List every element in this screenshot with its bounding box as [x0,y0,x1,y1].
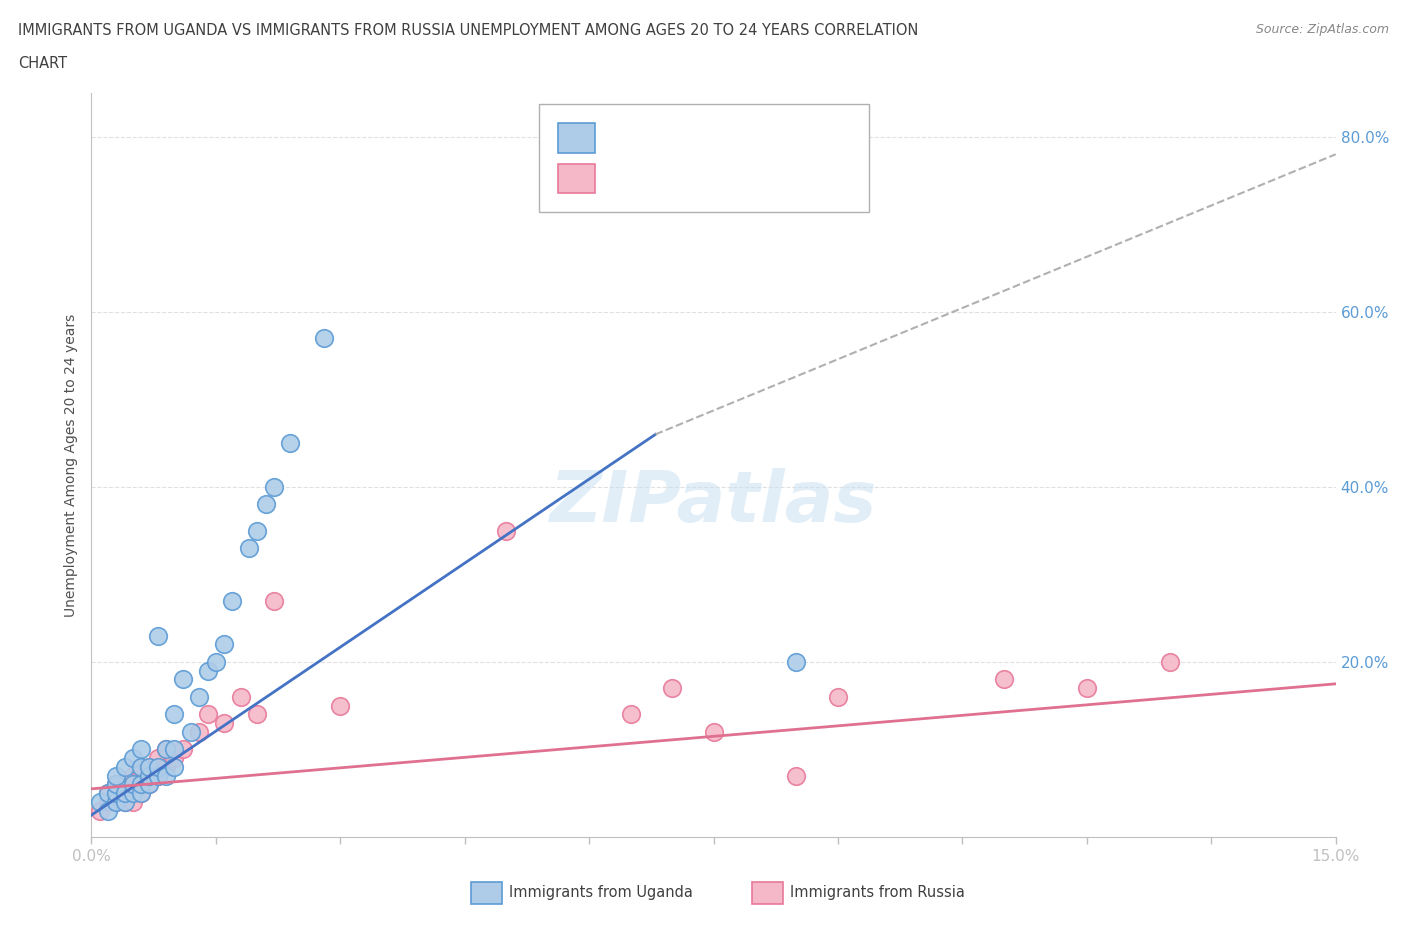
Point [114,794,136,809]
Point [129,768,152,783]
Point [121,794,145,809]
Point [280,435,302,450]
Point [661,681,683,696]
Point [163,760,186,775]
Point [105,768,128,783]
Point [329,698,352,713]
Point [114,794,136,809]
Point [129,760,152,775]
Point [155,742,177,757]
Point [105,786,128,801]
Point [97,786,120,801]
Point [312,331,335,346]
Point [121,751,145,765]
Point [97,794,120,809]
Point [146,629,169,644]
Point [89,794,111,809]
Point [1159,655,1181,670]
Point [197,707,219,722]
Point [188,689,211,704]
Point [205,655,228,670]
Text: R = 0.198: R = 0.198 [612,169,688,184]
Point [163,707,186,722]
Point [246,707,269,722]
Point [129,777,152,792]
Point [138,760,160,775]
Point [254,497,277,512]
Point [105,777,128,792]
FancyBboxPatch shape [540,104,869,212]
Text: Immigrants from Russia: Immigrants from Russia [790,885,965,900]
Point [138,760,160,775]
Point [97,786,120,801]
Text: CHART: CHART [18,56,67,71]
Point [146,751,169,765]
Point [97,804,120,818]
Point [138,777,160,792]
Point [138,768,160,783]
FancyBboxPatch shape [558,164,595,193]
Point [180,724,202,739]
Point [238,540,260,555]
Point [263,480,285,495]
Point [89,804,111,818]
Point [155,760,177,775]
Point [163,751,186,765]
Point [785,655,807,670]
Point [155,768,177,783]
Text: Source: ZipAtlas.com: Source: ZipAtlas.com [1256,23,1389,36]
Point [121,786,145,801]
Point [229,689,252,704]
Point [121,777,145,792]
Point [163,742,186,757]
Y-axis label: Unemployment Among Ages 20 to 24 years: Unemployment Among Ages 20 to 24 years [65,313,79,617]
Point [155,742,177,757]
Point [246,524,269,538]
Point [146,768,169,783]
Point [121,768,145,783]
Point [105,794,128,809]
Point [212,716,235,731]
Point [129,786,152,801]
Point [212,637,235,652]
Point [702,724,725,739]
Point [138,777,160,792]
Point [197,663,219,678]
Text: R = 0.435: R = 0.435 [612,128,688,143]
Point [114,777,136,792]
Point [188,724,211,739]
Point [105,777,128,792]
Point [129,760,152,775]
Point [105,794,128,809]
Point [263,593,285,608]
Point [221,593,243,608]
Text: N = 31: N = 31 [745,169,801,184]
Point [129,742,152,757]
Text: N = 42: N = 42 [745,128,801,143]
Point [121,777,145,792]
Point [114,786,136,801]
Point [827,689,849,704]
Text: ZIPatlas: ZIPatlas [550,468,877,537]
Point [785,768,807,783]
Point [146,768,169,783]
Text: Immigrants from Uganda: Immigrants from Uganda [509,885,693,900]
Point [114,760,136,775]
Point [146,760,169,775]
Point [495,524,517,538]
Point [129,786,152,801]
Point [105,786,128,801]
Point [619,707,641,722]
Point [993,672,1015,687]
FancyBboxPatch shape [558,123,595,153]
Point [1076,681,1098,696]
Text: IMMIGRANTS FROM UGANDA VS IMMIGRANTS FROM RUSSIA UNEMPLOYMENT AMONG AGES 20 TO 2: IMMIGRANTS FROM UGANDA VS IMMIGRANTS FRO… [18,23,918,38]
Point [172,742,194,757]
Point [172,672,194,687]
Point [114,786,136,801]
